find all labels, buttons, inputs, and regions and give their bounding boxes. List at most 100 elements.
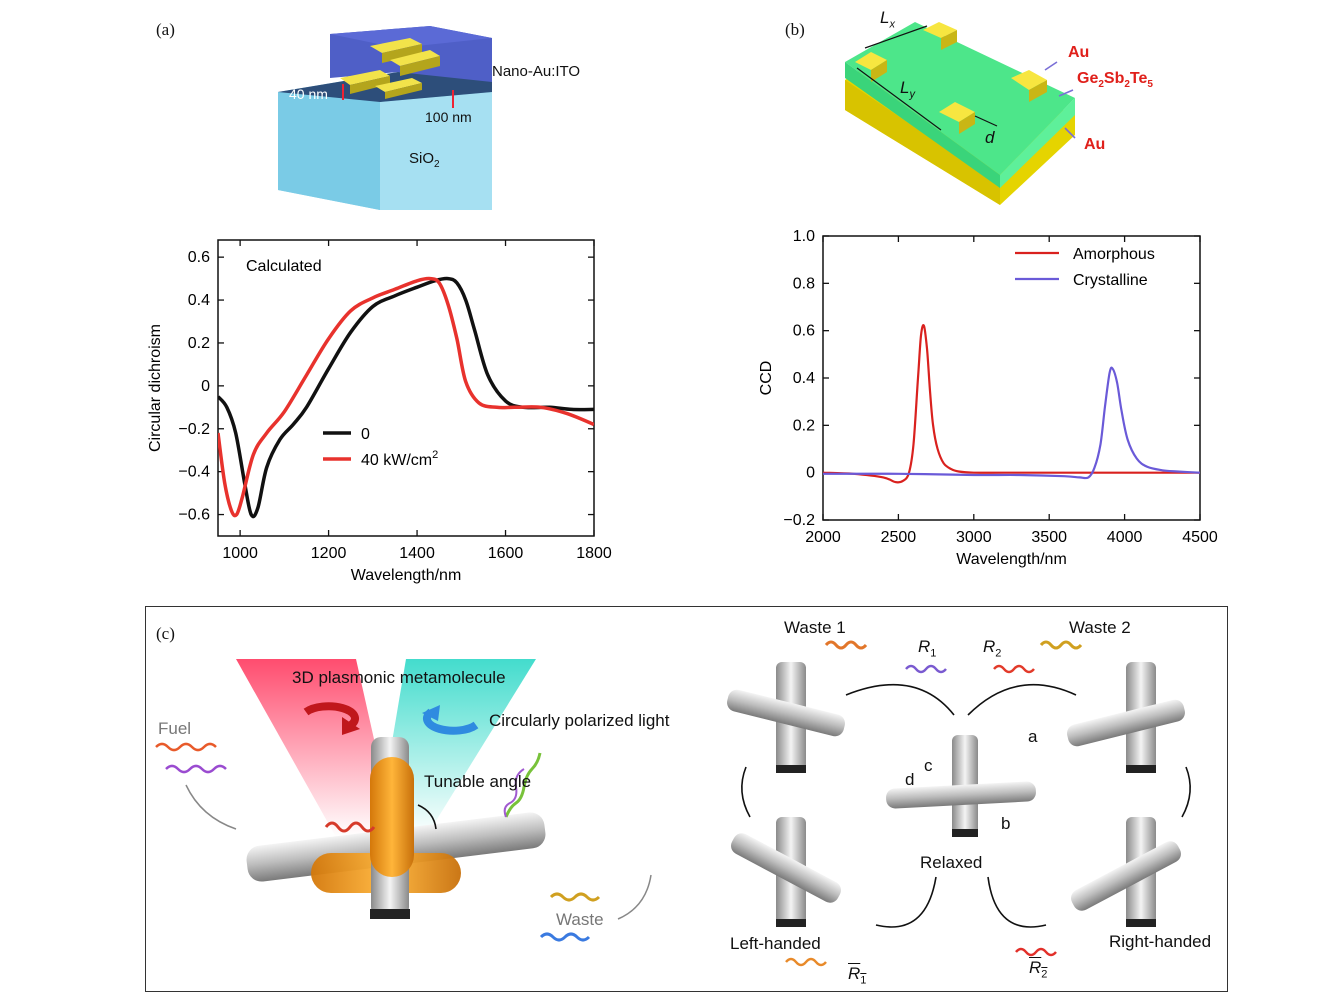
state-bottom-left <box>731 817 841 927</box>
y-tick-label: 0.4 <box>188 292 210 309</box>
gold-pad <box>939 102 975 122</box>
tunable-angle-arrow <box>417 804 437 830</box>
gold-pad-side <box>959 112 975 134</box>
series-line-1 <box>218 276 594 518</box>
y-tick-label: 0 <box>201 378 210 395</box>
x-tick-label: 1000 <box>222 545 258 562</box>
waste2-label: Waste 2 <box>1069 618 1131 637</box>
cycle-arrow <box>1181 766 1191 818</box>
dna-strand <box>503 768 525 818</box>
circular-light-label: Circularly polarized light <box>489 711 670 730</box>
metamolecule-title: 3D plasmonic metamolecule <box>292 668 506 687</box>
rod-end-cap <box>370 909 410 919</box>
x-tick-label: 1400 <box>399 545 435 562</box>
left-circular-arrow-head <box>342 717 360 735</box>
fuel-arrow <box>185 784 237 830</box>
x-tick-label: 3000 <box>956 529 992 546</box>
legend-label-1-main: 40 kW/cm <box>361 452 432 469</box>
state-center <box>886 735 1036 837</box>
legend-label-1-sup: 2 <box>432 449 438 461</box>
cycle-arrow <box>741 766 751 818</box>
gold-nanorod-vertical <box>370 757 414 877</box>
rbar2-strand <box>1015 947 1057 957</box>
thickness-100-label: 100 nm <box>425 109 472 125</box>
rbar2-label: R2 <box>1029 958 1048 981</box>
label-d: d <box>905 770 915 789</box>
y-tick-label: −0.4 <box>178 464 210 481</box>
chart-b-ticks: 2000 2500 3000 3500 4000 4500 1.0 0.8 0.6 0.4 0.2 0… <box>783 228 1217 546</box>
x-tick-label: 3500 <box>1031 529 1067 546</box>
x-tick-label: 2500 <box>881 529 917 546</box>
lx-dimension <box>864 25 928 49</box>
state-top-left <box>727 662 845 773</box>
panel-c-box <box>145 606 1228 992</box>
chart-a: 1000 1200 1400 1600 1800 0.6 0.4 0.2 0 −0.2 −0.4 −0… <box>147 239 612 584</box>
legend-label-0: 0 <box>361 426 370 443</box>
chart-b-legend: Amorphous Crystalline <box>1015 246 1155 289</box>
rod-horizontal <box>1067 699 1185 747</box>
r2-strand <box>993 664 1035 674</box>
rod-end-cap <box>776 765 806 773</box>
x-tick-label: 4000 <box>1107 529 1143 546</box>
rod-horizontal <box>731 833 841 903</box>
waste-strand <box>539 932 591 942</box>
chart-b-xlabel: Wavelength/nm <box>956 551 1067 568</box>
panel-c-label: (c) <box>156 624 175 643</box>
rod-end-cap <box>1126 919 1156 927</box>
nano-au-ito-label: Nano-Au:ITO <box>492 63 581 80</box>
y-tick-label: 0.6 <box>793 323 815 340</box>
chart-a-legend: 0 40 kW/cm2 <box>323 426 438 469</box>
waste-strand <box>549 892 601 902</box>
series-line-0 <box>823 324 1200 484</box>
x-tick-label: 2000 <box>805 529 841 546</box>
y-tick-label: 0.2 <box>793 417 815 434</box>
y-tick-label: 0.6 <box>188 249 210 266</box>
waste-arrow <box>617 874 652 920</box>
rod-horizontal <box>886 781 1036 809</box>
rod-end-cap <box>952 829 978 837</box>
rod-end-cap <box>776 919 806 927</box>
panel-b-schematic <box>845 22 1076 205</box>
chart-b-lines <box>823 324 1200 484</box>
x-tick-label: 1800 <box>576 545 612 562</box>
au-bottom-arrow <box>1064 127 1076 139</box>
y-tick-label: 0.2 <box>188 335 210 352</box>
cycle-arrow <box>967 683 1077 716</box>
fuel-label: Fuel <box>158 719 192 738</box>
gold-bar <box>340 70 390 85</box>
y-tick-label: −0.2 <box>178 421 210 438</box>
gold-bar-side <box>350 76 390 94</box>
au-bottom-front <box>845 80 1000 205</box>
x-tick-label: 4500 <box>1182 529 1218 546</box>
fuel-strand <box>165 764 227 774</box>
label-b: b <box>1001 814 1011 833</box>
waste-label: Waste <box>556 910 604 929</box>
y-tick-label: 0.8 <box>793 275 815 292</box>
rod-horizontal <box>1071 841 1181 911</box>
r1-label: R1 <box>918 637 937 660</box>
gold-pad <box>923 22 957 38</box>
chart-a-ylabel: Circular dichroism <box>147 324 164 452</box>
gst-layer-top <box>845 22 1075 175</box>
legend-label-crystalline: Crystalline <box>1073 272 1148 289</box>
y-tick-label: 1.0 <box>793 228 815 245</box>
chart-a-xlabel: Wavelength/nm <box>351 567 462 584</box>
label-c: c <box>924 756 933 775</box>
gold-bar <box>375 78 422 92</box>
thickness-40-label: 40 nm <box>289 86 328 102</box>
cycle-arrow <box>845 683 955 716</box>
rbar1-label: R1 <box>848 964 867 987</box>
panel-b-label: (b) <box>785 20 805 39</box>
gold-pad-side <box>1029 80 1047 102</box>
tunable-angle-label: Tunable angle <box>424 772 532 791</box>
rod-horizontal <box>727 689 845 737</box>
x-tick-label: 1200 <box>311 545 347 562</box>
chart-a-annotation: Calculated <box>246 258 322 275</box>
right-handed-label: Right-handed <box>1109 932 1212 951</box>
r1-strand <box>905 664 947 674</box>
gold-bar <box>370 38 422 53</box>
panel-a-schematic <box>278 26 492 210</box>
sio2-substrate-left <box>278 92 380 210</box>
d-dimension <box>974 115 998 127</box>
gold-bar-side <box>385 83 422 99</box>
